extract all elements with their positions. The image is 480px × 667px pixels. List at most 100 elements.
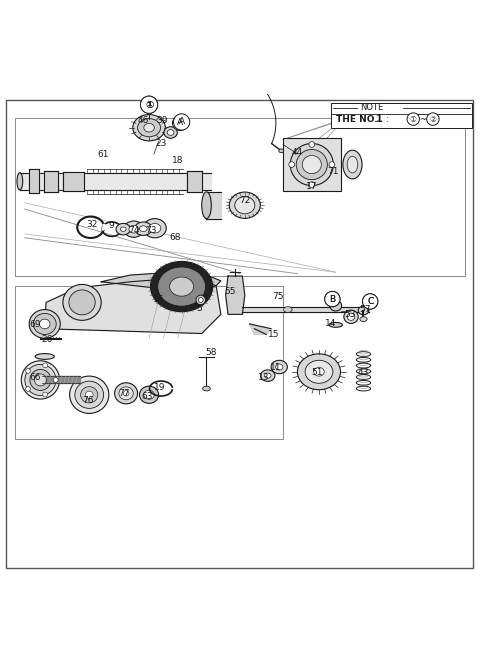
Ellipse shape bbox=[144, 123, 155, 132]
Text: THE NO.: THE NO. bbox=[336, 115, 381, 124]
Text: 72: 72 bbox=[239, 196, 251, 205]
Text: 66: 66 bbox=[29, 373, 41, 382]
Ellipse shape bbox=[344, 310, 358, 323]
Ellipse shape bbox=[135, 222, 152, 235]
Ellipse shape bbox=[343, 150, 362, 179]
Circle shape bbox=[289, 161, 295, 167]
Circle shape bbox=[43, 363, 48, 368]
Ellipse shape bbox=[21, 361, 60, 399]
Text: B: B bbox=[329, 295, 336, 303]
Ellipse shape bbox=[144, 390, 155, 400]
Ellipse shape bbox=[115, 383, 138, 404]
Ellipse shape bbox=[305, 360, 333, 384]
Circle shape bbox=[407, 113, 420, 125]
Ellipse shape bbox=[25, 364, 56, 396]
Text: 71: 71 bbox=[327, 167, 339, 176]
Bar bbox=[15, 285, 283, 439]
Ellipse shape bbox=[39, 319, 50, 329]
Ellipse shape bbox=[120, 227, 126, 231]
Bar bbox=[15, 118, 465, 276]
Ellipse shape bbox=[203, 386, 210, 391]
Text: :: : bbox=[383, 115, 391, 124]
Text: 14: 14 bbox=[325, 319, 336, 328]
Text: 9: 9 bbox=[108, 221, 114, 230]
Text: 55: 55 bbox=[225, 287, 236, 296]
Polygon shape bbox=[250, 324, 271, 334]
Ellipse shape bbox=[35, 354, 54, 360]
Ellipse shape bbox=[140, 386, 158, 404]
Ellipse shape bbox=[347, 313, 355, 320]
Text: ~: ~ bbox=[420, 115, 426, 123]
Ellipse shape bbox=[69, 290, 95, 315]
Text: 16: 16 bbox=[153, 295, 164, 305]
Text: 53: 53 bbox=[344, 310, 356, 319]
Circle shape bbox=[196, 295, 205, 305]
Text: A: A bbox=[179, 117, 185, 127]
Text: ①: ① bbox=[410, 115, 417, 123]
Ellipse shape bbox=[63, 284, 101, 320]
Ellipse shape bbox=[261, 370, 275, 382]
Circle shape bbox=[172, 115, 188, 131]
Circle shape bbox=[25, 369, 30, 374]
Text: ②: ② bbox=[430, 115, 436, 123]
Ellipse shape bbox=[271, 360, 288, 374]
Text: 63: 63 bbox=[141, 392, 153, 401]
Text: 1: 1 bbox=[375, 114, 382, 124]
Ellipse shape bbox=[35, 374, 47, 386]
Text: 32: 32 bbox=[86, 220, 97, 229]
Circle shape bbox=[427, 113, 439, 125]
Ellipse shape bbox=[235, 197, 255, 214]
Polygon shape bbox=[226, 276, 245, 314]
Text: 76: 76 bbox=[83, 396, 94, 405]
Text: 74: 74 bbox=[128, 226, 139, 235]
Text: NOTE: NOTE bbox=[360, 103, 383, 112]
Ellipse shape bbox=[360, 317, 367, 321]
Text: B: B bbox=[329, 295, 336, 303]
Ellipse shape bbox=[124, 221, 144, 237]
Ellipse shape bbox=[298, 354, 340, 390]
Text: 13: 13 bbox=[258, 373, 270, 382]
Ellipse shape bbox=[314, 368, 324, 376]
Text: 69: 69 bbox=[29, 320, 41, 329]
Ellipse shape bbox=[30, 370, 51, 390]
Circle shape bbox=[362, 293, 378, 309]
Bar bbox=[331, 103, 472, 127]
Circle shape bbox=[53, 378, 58, 382]
Circle shape bbox=[309, 182, 315, 187]
Circle shape bbox=[173, 114, 190, 130]
Text: 46: 46 bbox=[138, 116, 149, 125]
Ellipse shape bbox=[347, 156, 358, 173]
Ellipse shape bbox=[290, 143, 333, 185]
Circle shape bbox=[309, 141, 315, 147]
Ellipse shape bbox=[157, 267, 205, 306]
Text: ①: ① bbox=[145, 100, 153, 110]
Ellipse shape bbox=[70, 376, 109, 414]
Text: 77: 77 bbox=[119, 389, 130, 398]
Ellipse shape bbox=[116, 223, 131, 235]
Ellipse shape bbox=[29, 309, 60, 338]
Polygon shape bbox=[101, 267, 221, 293]
Ellipse shape bbox=[167, 129, 174, 135]
Ellipse shape bbox=[144, 219, 166, 237]
Ellipse shape bbox=[149, 223, 161, 233]
Circle shape bbox=[141, 96, 157, 113]
Text: 18: 18 bbox=[172, 155, 183, 165]
Ellipse shape bbox=[133, 115, 165, 141]
Ellipse shape bbox=[202, 192, 211, 219]
Text: 73: 73 bbox=[146, 226, 157, 235]
Ellipse shape bbox=[81, 387, 98, 403]
Ellipse shape bbox=[279, 149, 284, 153]
Polygon shape bbox=[44, 276, 221, 334]
Text: 75: 75 bbox=[273, 291, 284, 301]
Text: 51: 51 bbox=[311, 368, 323, 378]
Circle shape bbox=[198, 297, 203, 302]
Ellipse shape bbox=[296, 149, 327, 179]
Ellipse shape bbox=[17, 173, 23, 190]
Text: 26: 26 bbox=[41, 335, 53, 344]
Ellipse shape bbox=[138, 119, 160, 137]
Text: 57: 57 bbox=[360, 305, 371, 314]
Text: 15: 15 bbox=[268, 330, 279, 339]
Text: 43: 43 bbox=[357, 368, 369, 378]
Text: 23: 23 bbox=[156, 139, 167, 148]
Circle shape bbox=[362, 293, 378, 309]
